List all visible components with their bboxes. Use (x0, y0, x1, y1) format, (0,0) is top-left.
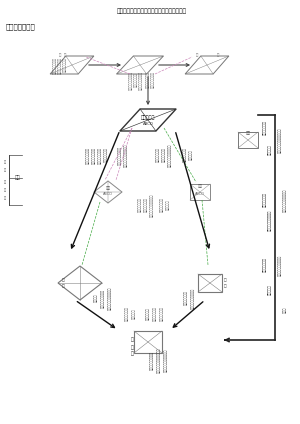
Text: 有一组邻边相等: 有一组邻边相等 (156, 148, 160, 162)
Text: 矩形: 矩形 (245, 131, 250, 135)
Text: 全童知识脉络：: 全童知识脉络： (6, 24, 36, 30)
Text: 对角线相等且互相垂直平分: 对角线相等且互相垂直平分 (157, 347, 161, 373)
Text: 梯形: 梯形 (15, 176, 21, 181)
Text: 矩: 矩 (224, 278, 226, 282)
Text: 两组对边分别平行: 两组对边分别平行 (86, 147, 90, 164)
Text: 一组对边平行且相等: 一组对边平行且相等 (118, 145, 122, 165)
Text: 菱形: 菱形 (106, 186, 110, 190)
Text: ABCD: ABCD (195, 192, 205, 196)
Text: 《四边形》的基本知识、主要考点、配套习题: 《四边形》的基本知识、主要考点、配套习题 (117, 8, 187, 14)
Text: 对角线互相平分: 对角线互相平分 (104, 148, 108, 162)
Text: 对角线相等，且互相平分: 对角线相等，且互相平分 (283, 188, 287, 212)
Text: 四个角都是直角: 四个角都是直角 (184, 290, 188, 305)
Text: ABCD: ABCD (103, 192, 113, 196)
Text: 对角线互相平分: 对角线互相平分 (63, 58, 67, 73)
Text: ABCD: ABCD (142, 122, 153, 126)
Text: 有一个角是直角: 有一个角是直角 (263, 192, 267, 207)
Text: 四边相等，四角直角: 四边相等，四角直角 (150, 351, 154, 370)
Text: 正方形的判定: 正方形的判定 (146, 308, 150, 321)
Text: 有一个角是直角，即为矩形: 有一个角是直角，即为矩形 (278, 127, 282, 153)
Text: 两组对边分别平行: 两组对边分别平行 (146, 72, 150, 89)
Text: 每条对角线平分一组对角: 每条对角线平分一组对角 (108, 286, 112, 310)
Text: 正: 正 (130, 338, 134, 343)
Text: 对角线互相垂直: 对角线互相垂直 (144, 198, 148, 212)
Text: 对角线相等且互相平分: 对角线相等且互相平分 (191, 287, 195, 309)
Text: 直: 直 (4, 160, 6, 164)
Text: 有一个角是直角: 有一个角是直角 (183, 148, 187, 162)
Text: 有一组邻边相等: 有一组邻边相等 (138, 198, 142, 212)
Text: 两组对边分别平行: 两组对边分别平行 (53, 56, 57, 73)
Text: 形: 形 (62, 284, 64, 288)
Text: 等: 等 (4, 196, 6, 200)
Text: 对角线互相垂直平分: 对角线互相垂直平分 (101, 288, 105, 307)
Text: 两组对角分别相等: 两组对角分别相等 (98, 147, 102, 164)
Text: 有一个角是直角: 有一个角是直角 (263, 257, 267, 273)
Text: 每条对角线平分一组对角: 每条对角线平分一组对角 (168, 143, 172, 167)
Text: 梯: 梯 (59, 53, 61, 57)
Text: 方: 方 (130, 344, 134, 349)
Text: 形: 形 (4, 188, 6, 192)
Text: 四边相等: 四边相等 (94, 294, 98, 302)
Text: 形: 形 (130, 351, 134, 357)
Text: ？: ？ (217, 53, 219, 57)
Text: 两组对角线互相平分: 两组对角线互相平分 (139, 70, 143, 89)
Text: 有一个角是直角: 有一个角是直角 (125, 307, 129, 321)
Text: 对角线互相垂直: 对角线互相垂直 (160, 307, 164, 321)
Text: 对角线相等且互相平分: 对角线相等且互相平分 (268, 209, 272, 231)
Text: 角: 角 (4, 168, 6, 172)
Text: 矩形: 矩形 (197, 184, 202, 188)
Text: 一条对角线被另一条平分: 一条对角线被另一条平分 (124, 143, 128, 167)
Text: 正方形: 正方形 (283, 307, 287, 313)
Text: 一组对边平行且相等: 一组对边平行且相等 (129, 70, 133, 89)
Bar (190, 184, 210, 200)
Text: 两组对边分别相等: 两组对边分别相等 (92, 147, 96, 164)
Text: 对角线相等: 对角线相等 (189, 150, 193, 160)
Text: 平行四边形: 平行四边形 (141, 114, 155, 120)
Bar (238, 132, 258, 148)
Text: 每条对角线平分一组对角: 每条对角线平分一组对角 (150, 193, 154, 217)
Text: 每条对角线平分一组对角: 每条对角线平分一组对角 (164, 348, 168, 372)
Text: 对角线互相平分: 对角线互相平分 (134, 73, 138, 87)
Text: 对角线互相垂直: 对角线互相垂直 (162, 148, 166, 162)
Text: 有一组邻边相等: 有一组邻边相等 (153, 307, 157, 321)
Text: 形: 形 (64, 53, 66, 57)
Text: 有一个角是直角: 有一个角是直角 (263, 120, 267, 135)
Bar (134, 331, 162, 353)
Text: 对角线相等: 对角线相等 (268, 285, 272, 295)
Text: 对角线相等: 对角线相等 (268, 145, 272, 155)
Text: 对角线相等: 对角线相等 (166, 200, 170, 210)
Text: 两组对角分别相等: 两组对角分别相等 (151, 72, 155, 89)
Text: ？: ？ (196, 53, 198, 57)
Bar (198, 274, 222, 292)
Text: 对角线相等: 对角线相等 (132, 309, 136, 319)
Text: 梯: 梯 (4, 180, 6, 184)
Text: 矩形，有一组邻边相等: 矩形，有一组邻边相等 (278, 254, 282, 276)
Text: 两组对角分别相等: 两组对角分别相等 (58, 56, 62, 73)
Text: 菱: 菱 (62, 278, 64, 282)
Text: 形: 形 (224, 284, 226, 288)
Text: 有一个角是直角: 有一个角是直角 (160, 198, 164, 212)
